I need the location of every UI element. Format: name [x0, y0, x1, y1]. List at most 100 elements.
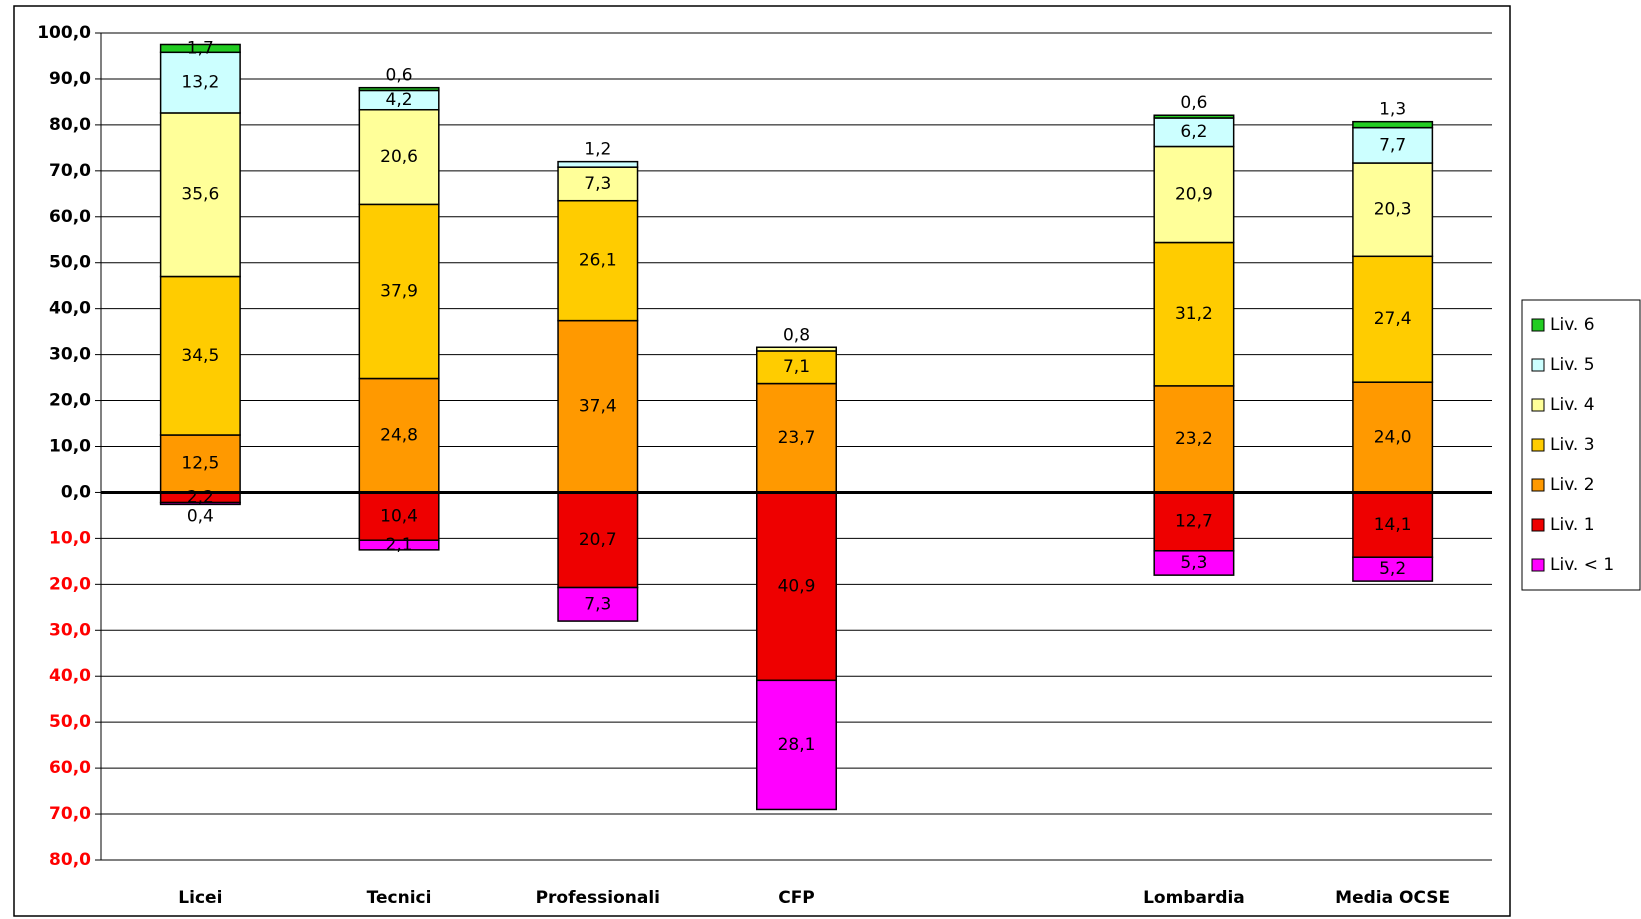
y-tick-label: 10,0	[49, 528, 91, 548]
data-label: 1,7	[187, 38, 214, 58]
y-tick-label: 40,0	[49, 299, 91, 319]
data-label: 27,4	[1374, 309, 1412, 329]
data-label: 12,5	[181, 454, 219, 474]
data-label: 26,1	[579, 251, 617, 271]
y-tick-label: 90,0	[49, 69, 91, 89]
data-label: 5,3	[1180, 553, 1207, 573]
bar-segment	[159, 43, 241, 54]
x-tick-label: Media OCSE	[1335, 888, 1450, 908]
y-tick-label: 70,0	[49, 161, 91, 181]
data-label: 0,8	[783, 325, 810, 345]
legend-swatch	[1531, 558, 1545, 572]
legend-label: Liv. 3	[1550, 435, 1595, 455]
legend-label: Liv. 4	[1550, 395, 1595, 415]
data-label: 37,9	[380, 281, 418, 301]
bar-segment	[557, 199, 639, 322]
bar-segment	[358, 203, 440, 380]
data-label: 34,5	[181, 346, 219, 366]
data-label: 35,6	[181, 185, 219, 205]
bar-segment	[756, 679, 837, 811]
data-label: 7,7	[1379, 135, 1406, 155]
data-label: 5,2	[1379, 559, 1406, 579]
legend-label: Liv. < 1	[1550, 555, 1614, 575]
bar-segment	[557, 160, 639, 168]
bar-segment	[557, 586, 639, 622]
bar-segment	[557, 491, 639, 589]
bar-segment	[159, 112, 241, 278]
data-label: 20,6	[380, 147, 418, 167]
legend-swatch	[1531, 358, 1545, 372]
legend-swatch	[1531, 518, 1545, 532]
data-label: 4,2	[386, 90, 413, 110]
x-tick-label: Professionali	[536, 888, 660, 908]
data-label: 0,6	[386, 66, 413, 86]
data-label: 7,1	[783, 357, 810, 377]
y-tick-label: 80,0	[49, 850, 91, 870]
data-label: 24,8	[380, 425, 418, 445]
data-label: 7,3	[584, 174, 611, 194]
data-label: 13,2	[181, 73, 219, 93]
y-tick-label: 20,0	[49, 391, 91, 411]
data-label: 40,9	[778, 576, 816, 596]
y-tick-label: 40,0	[49, 666, 91, 686]
y-tick-label: 30,0	[49, 620, 91, 640]
bar-segment	[557, 166, 639, 202]
bar-segment	[159, 501, 241, 506]
x-tick-label: Lombardia	[1143, 888, 1245, 908]
data-label: 12,7	[1175, 512, 1213, 532]
legend-swatch	[1531, 318, 1545, 332]
data-label: 20,7	[579, 530, 617, 550]
y-tick-label: 0,0	[61, 482, 91, 502]
data-label: 24,0	[1374, 427, 1412, 447]
bar-segment	[1352, 255, 1434, 383]
legend-swatch	[1531, 438, 1545, 452]
bar-segment	[557, 319, 639, 494]
bar-segment	[358, 539, 440, 551]
bar-segment	[358, 86, 440, 92]
data-label: 1,3	[1379, 100, 1406, 120]
x-tick-label: Licei	[178, 888, 222, 908]
legend-label: Liv. 5	[1550, 355, 1595, 375]
bar-segment	[1352, 162, 1434, 258]
bar-segment	[1153, 114, 1235, 119]
bar-segment	[358, 108, 440, 206]
legend-label: Liv. 6	[1550, 315, 1595, 335]
x-tick-label: CFP	[778, 888, 815, 908]
data-label: 20,9	[1175, 184, 1213, 204]
legend-label: Liv. 1	[1550, 515, 1595, 535]
y-tick-label: 60,0	[49, 207, 91, 227]
data-label: 23,2	[1175, 429, 1213, 449]
legend-swatch	[1531, 398, 1545, 412]
data-label: 28,1	[778, 735, 816, 755]
legend-label: Liv. 2	[1550, 475, 1595, 495]
data-label: 10,4	[380, 506, 418, 526]
y-tick-label: 20,0	[49, 574, 91, 594]
y-tick-label: 80,0	[49, 115, 91, 135]
data-label: 2,2	[187, 487, 214, 507]
bar-segment	[1153, 550, 1235, 576]
data-label: 0,6	[1180, 93, 1207, 113]
bar-segment	[159, 275, 241, 436]
data-label: 0,4	[187, 506, 214, 526]
data-label: 6,2	[1180, 122, 1207, 142]
bar-segment	[1352, 120, 1434, 129]
y-tick-label: 30,0	[49, 345, 91, 365]
bar-segment	[159, 434, 241, 494]
y-tick-label: 50,0	[49, 253, 91, 273]
bar-segment	[358, 377, 440, 494]
data-label: 14,1	[1374, 515, 1412, 535]
data-label: 1,2	[584, 140, 611, 160]
y-tick-label: 70,0	[49, 804, 91, 824]
x-tick-label: Tecnici	[367, 888, 432, 908]
data-label: 7,3	[584, 594, 611, 614]
data-label: 37,4	[579, 397, 617, 417]
y-tick-label: 100,0	[37, 23, 91, 43]
data-label: 20,3	[1374, 200, 1412, 220]
bar-segment	[756, 346, 837, 352]
data-label: 2,1	[386, 535, 413, 555]
data-label: 31,2	[1175, 304, 1213, 324]
y-tick-label: 10,0	[49, 437, 91, 457]
bar-segment	[1352, 126, 1434, 164]
